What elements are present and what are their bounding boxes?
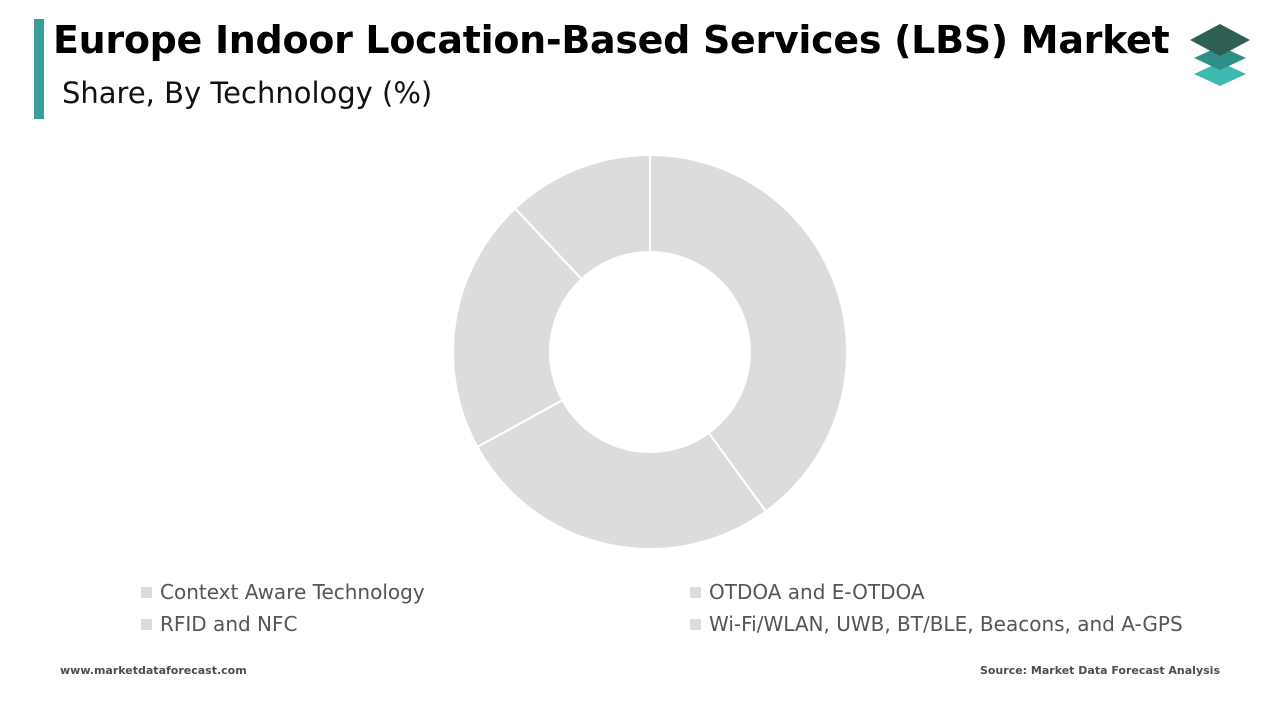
legend-label: Context Aware Technology <box>160 580 425 604</box>
legend-swatch <box>690 618 701 630</box>
title-accent-bar <box>34 19 44 119</box>
legend-label: RFID and NFC <box>160 612 298 636</box>
website-footer: www.marketdataforecast.com <box>60 664 247 677</box>
donut-slice-context-aware-technology <box>649 153 848 513</box>
chart-title: Europe Indoor Location-Based Services (L… <box>53 18 1170 62</box>
source-footer: Source: Market Data Forecast Analysis <box>979 664 1220 677</box>
legend-label: OTDOA and E-OTDOA <box>709 580 925 604</box>
legend-item: Wi-Fi/WLAN, UWB, BT/BLE, Beacons, and A-… <box>690 612 1183 636</box>
legend-swatch <box>141 586 152 598</box>
legend-item: RFID and NFC <box>141 612 297 636</box>
legend-item: OTDOA and E-OTDOA <box>690 580 925 604</box>
donut-slice-wi-fi-wlan-uwb-bt-ble-beacons-and-a-gps <box>513 153 651 281</box>
legend-item: Context Aware Technology <box>141 580 425 604</box>
legend-label: Wi-Fi/WLAN, UWB, BT/BLE, Beacons, and A-… <box>709 612 1183 636</box>
donut-slice-rfid-and-nfc <box>452 206 583 449</box>
chart-subtitle: Share, By Technology (%) <box>62 76 433 110</box>
stacked-layers-icon <box>1190 24 1250 86</box>
legend-swatch <box>690 586 701 598</box>
donut-slice-otdoa-and-e-otdoa <box>476 398 768 550</box>
legend-swatch <box>141 618 152 630</box>
